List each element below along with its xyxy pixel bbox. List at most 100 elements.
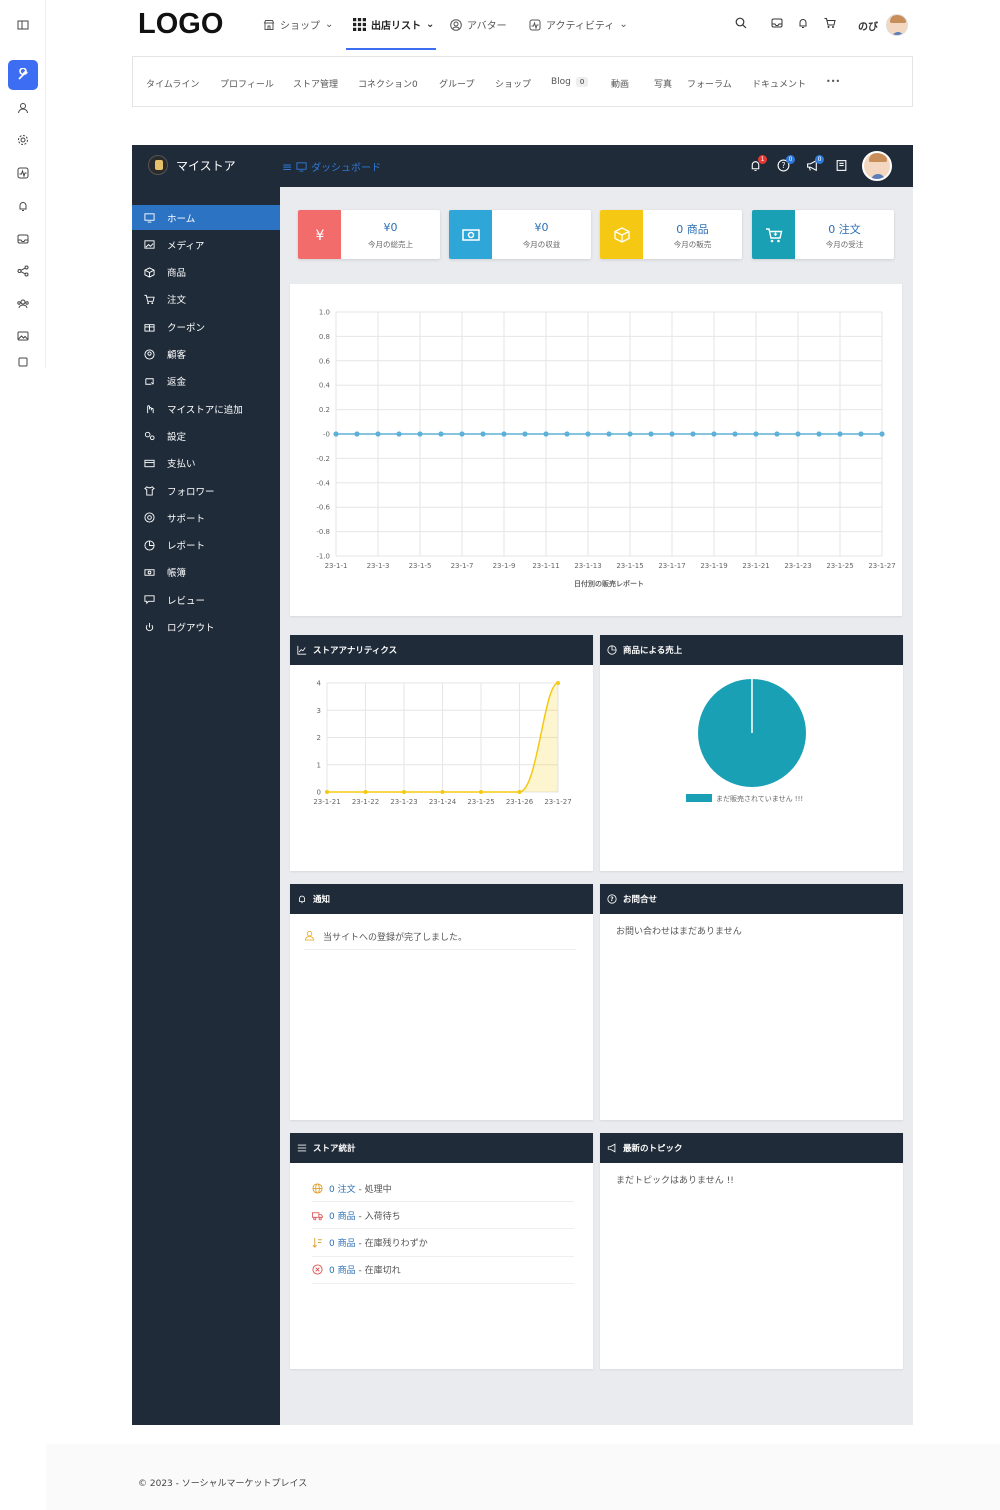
sidebar-item[interactable]: 支払い bbox=[132, 451, 280, 476]
sidebar-item[interactable]: クーポン bbox=[132, 314, 280, 339]
data-point[interactable] bbox=[375, 431, 381, 437]
inbox-icon[interactable] bbox=[12, 228, 34, 250]
data-point[interactable] bbox=[517, 790, 522, 794]
data-point[interactable] bbox=[440, 790, 445, 794]
notifications-bell-icon[interactable]: 1 bbox=[749, 155, 767, 172]
nav-avatar[interactable]: アバター bbox=[450, 17, 507, 32]
sidebar-item[interactable]: 設定 bbox=[132, 423, 280, 448]
subnav-item[interactable]: 動画 bbox=[611, 77, 629, 90]
activity-icon[interactable] bbox=[12, 162, 34, 184]
user-icon[interactable] bbox=[12, 97, 34, 119]
data-point[interactable] bbox=[732, 431, 738, 437]
subnav-item[interactable]: フォーラム bbox=[687, 77, 732, 90]
data-point[interactable] bbox=[363, 790, 368, 794]
data-point[interactable] bbox=[837, 431, 843, 437]
data-point[interactable] bbox=[522, 431, 528, 437]
nav-activity[interactable]: アクティビティ ⌄ bbox=[529, 17, 628, 32]
inbox-icon[interactable] bbox=[771, 17, 783, 32]
nav-store-list[interactable]: 出店リスト ⌄ bbox=[353, 17, 434, 32]
data-point[interactable] bbox=[648, 431, 654, 437]
stat-card[interactable]: ¥0 今月の収益 bbox=[449, 210, 591, 259]
sidebar-item[interactable]: 帳簿 bbox=[132, 560, 280, 585]
subnav-item[interactable]: ストア管理 bbox=[293, 77, 338, 90]
sidebar-item[interactable]: レポート bbox=[132, 533, 280, 558]
data-point[interactable] bbox=[459, 431, 465, 437]
sidebar-item[interactable]: 注文 bbox=[132, 287, 280, 312]
data-point[interactable] bbox=[753, 431, 759, 437]
sidebar-item[interactable]: 商品 bbox=[132, 260, 280, 285]
store-stat-row[interactable]: 0 商品 - 在庫残りわずか bbox=[312, 1230, 574, 1257]
subnav-item[interactable]: ショップ bbox=[495, 77, 531, 90]
data-point[interactable] bbox=[879, 431, 885, 437]
data-point[interactable] bbox=[333, 431, 339, 437]
data-point[interactable] bbox=[501, 431, 507, 437]
gear-icon[interactable] bbox=[12, 129, 34, 151]
sidebar-item[interactable]: 返金 bbox=[132, 369, 280, 394]
user-menu[interactable]: のび bbox=[858, 14, 908, 36]
site-logo[interactable]: LOGO bbox=[138, 8, 224, 40]
legend-label[interactable]: まだ販売されていません !!! bbox=[716, 794, 803, 803]
notice-item[interactable]: 当サイトへの登録が完了しました。 bbox=[304, 930, 576, 950]
store-title[interactable]: マイストア bbox=[148, 155, 236, 175]
subnav-item[interactable]: 写真 bbox=[654, 77, 672, 90]
data-point[interactable] bbox=[354, 431, 360, 437]
data-point[interactable] bbox=[325, 790, 329, 794]
data-point[interactable] bbox=[858, 431, 864, 437]
book-icon[interactable] bbox=[835, 159, 848, 172]
wrench-icon[interactable] bbox=[8, 60, 38, 90]
store-owner-avatar[interactable] bbox=[862, 151, 892, 181]
stat-card[interactable]: 0 注文 今月の受注 bbox=[752, 210, 894, 259]
cart-icon[interactable] bbox=[824, 17, 836, 32]
data-point[interactable] bbox=[417, 431, 423, 437]
subnav-item[interactable]: プロフィール bbox=[220, 77, 274, 90]
sidebar-item[interactable]: ログアウト bbox=[132, 615, 280, 640]
group-icon[interactable] bbox=[12, 293, 34, 315]
nav-shop[interactable]: ショップ ⌄ bbox=[263, 17, 333, 32]
data-point[interactable] bbox=[564, 431, 570, 437]
data-point[interactable] bbox=[556, 681, 560, 685]
sidebar-toggle-icon[interactable] bbox=[12, 14, 34, 36]
subnav-item[interactable]: コネクション0 bbox=[358, 77, 418, 90]
store-stat-row[interactable]: 0 注文 - 処理中 bbox=[312, 1175, 574, 1202]
sidebar-item[interactable]: メディア bbox=[132, 232, 280, 257]
subnav-item[interactable]: タイムライン bbox=[146, 77, 199, 90]
data-point[interactable] bbox=[543, 431, 549, 437]
data-point[interactable] bbox=[402, 790, 406, 794]
data-point[interactable] bbox=[711, 431, 717, 437]
bell-icon[interactable] bbox=[12, 195, 34, 217]
data-point[interactable] bbox=[585, 431, 591, 437]
sidebar-item[interactable]: 顧客 bbox=[132, 342, 280, 367]
data-point[interactable] bbox=[479, 790, 483, 794]
store-stat-row[interactable]: 0 商品 - 入荷待ち bbox=[312, 1202, 574, 1230]
sidebar-item[interactable]: フォロワー bbox=[132, 478, 280, 503]
subnav-item[interactable]: Blog 0 bbox=[551, 77, 589, 87]
data-point[interactable] bbox=[396, 431, 402, 437]
help-icon[interactable]: ? 0 bbox=[777, 155, 795, 172]
data-point[interactable] bbox=[774, 431, 780, 437]
sidebar-item[interactable]: ホーム bbox=[132, 205, 280, 230]
data-point[interactable] bbox=[816, 431, 822, 437]
subnav-item[interactable]: グループ bbox=[439, 77, 474, 90]
megaphone-icon[interactable]: 0 bbox=[806, 155, 824, 172]
store-stat-row[interactable]: 0 商品 - 在庫切れ bbox=[312, 1257, 574, 1284]
stat-card[interactable]: 0 商品 今月の販売 bbox=[600, 210, 742, 259]
data-point[interactable] bbox=[690, 431, 696, 437]
search-icon[interactable] bbox=[735, 17, 747, 32]
photo-icon[interactable] bbox=[12, 325, 34, 347]
document-icon[interactable] bbox=[12, 355, 34, 367]
data-point[interactable] bbox=[627, 431, 633, 437]
dashboard-link[interactable]: ≡ ダッシュボード bbox=[282, 159, 381, 175]
bell-icon[interactable] bbox=[797, 17, 809, 32]
data-point[interactable] bbox=[795, 431, 801, 437]
data-point[interactable] bbox=[606, 431, 612, 437]
subnav-item[interactable]: ドキュメント bbox=[752, 77, 806, 90]
stat-card[interactable]: ¥ ¥0 今月の総売上 bbox=[298, 210, 440, 259]
more-menu-icon[interactable]: ••• bbox=[826, 77, 841, 86]
data-point[interactable] bbox=[669, 431, 675, 437]
sidebar-item[interactable]: レビュー bbox=[132, 587, 280, 612]
data-point[interactable] bbox=[438, 431, 444, 437]
share-icon[interactable] bbox=[12, 260, 34, 282]
sidebar-item[interactable]: サポート bbox=[132, 505, 280, 530]
sidebar-item[interactable]: マイストアに追加 bbox=[132, 396, 280, 421]
data-point[interactable] bbox=[480, 431, 486, 437]
